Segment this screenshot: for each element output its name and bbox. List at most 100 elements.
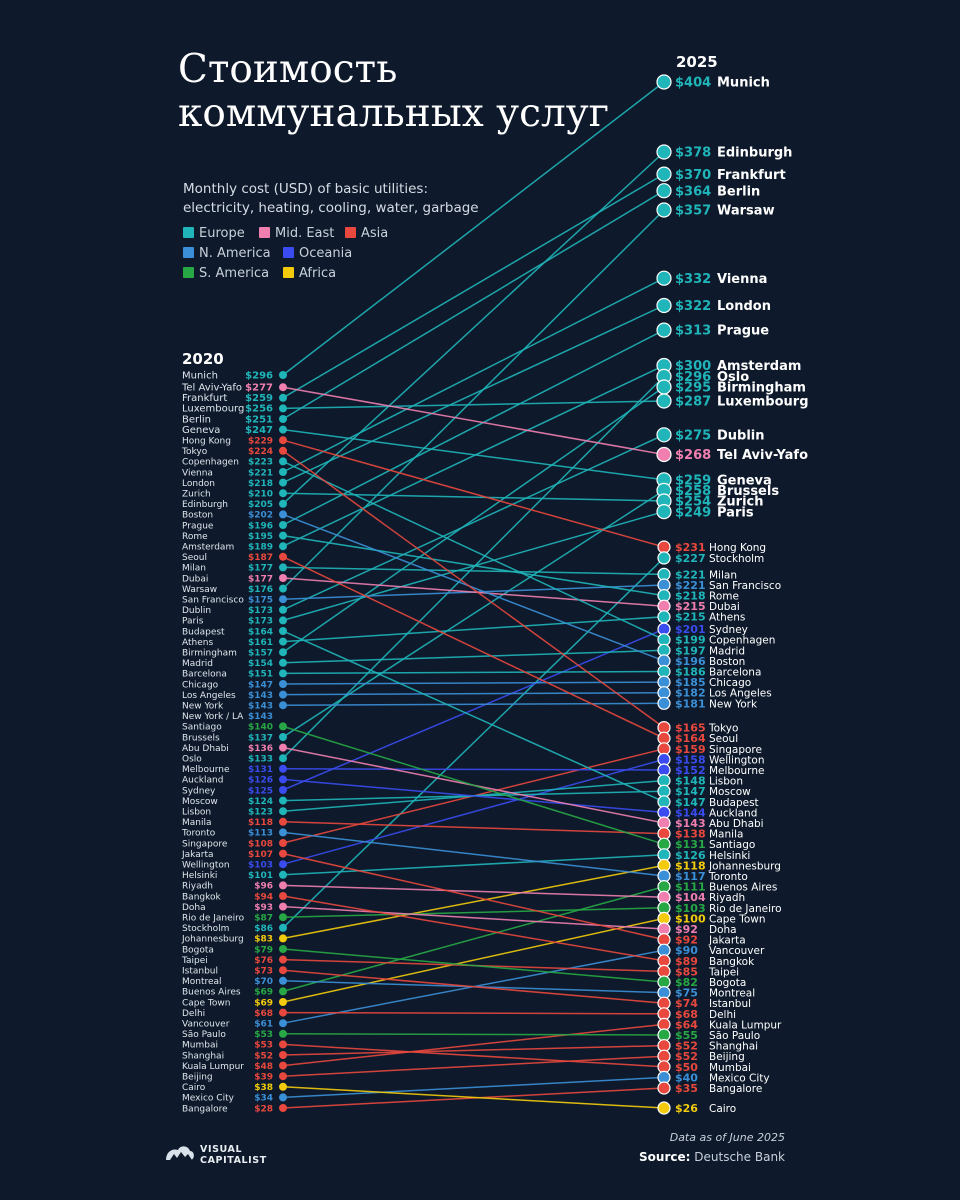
city-label-2020: Cairo <box>182 1083 206 1093</box>
city-label-2020: Sydney <box>182 786 216 796</box>
city-label-2025: Istanbul <box>709 998 751 1010</box>
connector-line <box>282 428 665 481</box>
city-label-2020: Bangkok <box>182 892 222 902</box>
value-label-2025: $378 <box>675 146 711 161</box>
legend-label: Asia <box>361 226 389 241</box>
year-label-2025: 2025 <box>676 53 718 71</box>
flag-icon <box>656 183 672 199</box>
city-label-2020: Vancouver <box>182 1020 230 1030</box>
value-label-2020: $210 <box>248 490 273 500</box>
dot-2020 <box>279 489 287 498</box>
value-label-2020: $143 <box>248 712 273 722</box>
value-label-2020: $164 <box>248 627 273 637</box>
value-label-2020: $107 <box>248 850 273 860</box>
value-label-2025: $370 <box>675 168 711 183</box>
connector-line <box>282 173 665 399</box>
connector-line <box>282 616 665 643</box>
dot-2020 <box>279 371 287 379</box>
dot-2020 <box>279 680 287 688</box>
city-label-2025: Santiago <box>709 839 755 851</box>
value-label-2025: $201 <box>675 623 706 636</box>
city-label-2025: Stockholm <box>709 553 764 565</box>
dot-2020 <box>279 839 287 847</box>
connector-line <box>282 386 665 653</box>
value-label-2025: $186 <box>675 666 706 679</box>
value-label-2020: $175 <box>248 596 273 606</box>
connector-line <box>282 854 665 876</box>
connector-line <box>282 821 665 835</box>
city-label-2025: Budapest <box>709 797 759 809</box>
value-label-2020: $79 <box>254 945 273 955</box>
value-label-2020: $256 <box>245 404 273 415</box>
value-label-2025: $74 <box>675 997 698 1010</box>
city-label-2020: Munich <box>182 370 218 381</box>
dot-2020 <box>279 945 287 953</box>
flag-icon <box>656 144 672 160</box>
dot-2020 <box>279 648 287 657</box>
dot-2020 <box>279 1040 287 1049</box>
value-label-2020: $61 <box>254 1020 273 1030</box>
dot-2020 <box>279 1104 287 1112</box>
city-label-2020: Frankfurt <box>182 393 227 404</box>
dot-2020 <box>279 658 287 667</box>
connector-line <box>282 758 665 865</box>
value-label-2025: $55 <box>675 1029 698 1042</box>
connector-line <box>282 1044 665 1056</box>
city-label-2020: Auckland <box>182 776 223 786</box>
dot-2020 <box>279 637 287 646</box>
city-label-2025: Amsterdam <box>717 359 801 374</box>
connector-line <box>282 492 665 502</box>
dot-2020 <box>279 775 287 784</box>
dot-2020 <box>279 955 287 964</box>
legend-label: Oceania <box>299 246 353 261</box>
city-label-2025: Dublin <box>717 429 765 444</box>
connector-line <box>282 768 665 771</box>
connector-line <box>282 831 665 877</box>
value-label-2020: $113 <box>248 829 273 839</box>
value-label-2025: $89 <box>675 955 698 968</box>
flag-icon <box>656 322 672 338</box>
city-label-2020: Oslo <box>182 755 202 765</box>
value-label-2020: $123 <box>248 808 273 818</box>
city-label-2020: Edinburgh <box>182 500 228 510</box>
dot-2020 <box>279 478 287 487</box>
legend-item-oceania: Oceania <box>283 246 352 261</box>
value-label-2020: $218 <box>248 479 273 489</box>
city-label-2025: Shanghai <box>709 1041 758 1053</box>
value-label-2020: $125 <box>248 786 273 796</box>
value-label-2025: $100 <box>675 912 706 925</box>
connector-line <box>282 450 665 729</box>
dot-2020 <box>279 807 287 816</box>
value-label-2020: $202 <box>248 511 273 521</box>
value-label-2025: $275 <box>675 429 711 444</box>
city-label-2020: Luxembourg <box>182 404 244 415</box>
logo-icon <box>166 1146 194 1160</box>
value-label-2025: $85 <box>675 965 698 978</box>
connector-line <box>282 329 665 526</box>
city-label-2025: Rome <box>709 591 739 603</box>
connector-line <box>282 304 665 484</box>
connector-line <box>282 702 665 706</box>
value-label-2025: $287 <box>675 395 711 410</box>
source-label: Source: <box>639 1150 691 1164</box>
dot-2020 <box>279 531 287 540</box>
value-label-2025: $404 <box>675 76 711 91</box>
city-label-2020: London <box>182 479 215 489</box>
city-label-2025: Manila <box>709 829 743 841</box>
dot-2020 <box>279 468 287 476</box>
dot-2020 <box>279 1093 287 1102</box>
connector-line <box>282 852 665 941</box>
connector-line <box>282 907 665 918</box>
city-label-2025: Melbourne <box>709 765 764 777</box>
city-label-2020: Bogota <box>182 945 214 955</box>
value-label-2025: $258 <box>675 484 711 499</box>
year-label-2020: 2020 <box>182 350 224 368</box>
value-label-2025: $111 <box>675 881 706 894</box>
legend-item-asia: Asia <box>345 226 388 241</box>
city-label-2020: Geneva <box>182 425 220 436</box>
value-label-2020: $143 <box>248 691 273 701</box>
city-label-2025: Bogota <box>709 977 746 989</box>
city-label-2020: Dubai <box>182 574 208 584</box>
connector-line <box>282 489 665 738</box>
city-label-2025: Taipei <box>708 966 739 978</box>
